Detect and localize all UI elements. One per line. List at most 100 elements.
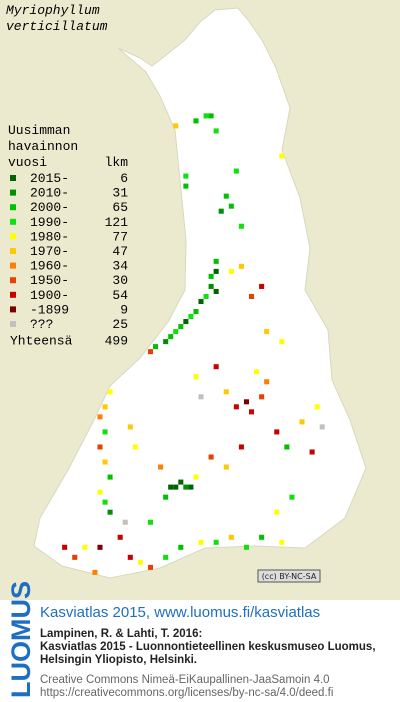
legend-count: 31 — [112, 186, 128, 201]
observation-square — [213, 128, 219, 134]
legend-count: 77 — [112, 229, 128, 244]
observation-square — [173, 123, 179, 129]
observation-square — [213, 364, 219, 370]
legend-count: 34 — [112, 259, 128, 274]
observation-square — [233, 404, 239, 410]
license: https://creativecommons.org/licenses/by-… — [40, 687, 333, 699]
observation-square — [264, 379, 270, 385]
legend-swatch — [10, 218, 16, 225]
observation-square — [193, 308, 199, 315]
observation-square — [299, 419, 305, 425]
observation-square — [213, 268, 219, 274]
observation-square — [193, 374, 199, 380]
observation-square — [107, 474, 113, 480]
observation-square — [127, 554, 133, 560]
observation-square — [213, 539, 219, 545]
observation-square — [264, 329, 270, 335]
observation-square — [198, 539, 204, 545]
observation-square — [117, 534, 123, 540]
observation-square — [122, 519, 128, 525]
observation-square — [238, 263, 244, 269]
badge-text: (cc) BY-NC-SA — [262, 572, 317, 581]
observation-square — [284, 444, 290, 450]
legend-label: 2000- — [30, 200, 69, 215]
observation-square — [183, 173, 189, 179]
observation-square — [233, 168, 239, 174]
observation-square — [102, 404, 108, 410]
legend-total: 499 — [105, 334, 128, 349]
observation-square — [259, 283, 265, 289]
observation-square — [319, 424, 325, 430]
observation-square — [198, 394, 204, 400]
headline: Kasviatlas 2015, www.luomus.fi/kasviatla… — [40, 604, 320, 621]
observation-square — [274, 429, 280, 435]
observation-square — [72, 554, 78, 560]
observation-square — [62, 544, 68, 550]
observation-square — [228, 203, 234, 209]
observation-square — [158, 464, 164, 470]
legend-title: Uusimman — [8, 123, 70, 138]
observation-square — [168, 334, 174, 340]
observation-square — [168, 484, 174, 490]
legend-swatch — [10, 277, 16, 284]
observation-square — [102, 499, 108, 505]
observation-square — [188, 484, 194, 490]
observation-squares — [62, 113, 325, 575]
license-badge: (cc) BY-NC-SA — [257, 569, 321, 583]
observation-square — [243, 399, 249, 405]
legend-swatch — [10, 291, 16, 298]
legend-swatch — [10, 175, 16, 181]
legend-count-header: lkm — [105, 155, 129, 170]
map-title: Myriophyllum — [6, 3, 100, 18]
logo: LUOMUS — [6, 581, 36, 698]
legend-count: 30 — [112, 273, 128, 288]
observation-square — [153, 344, 159, 350]
observation-square — [309, 449, 315, 455]
legend-swatch — [10, 248, 16, 254]
observation-square — [82, 544, 88, 550]
legend-title: havainnon — [8, 139, 78, 154]
observation-square — [107, 389, 113, 395]
observation-square — [238, 223, 244, 229]
observation-square — [137, 559, 143, 565]
observation-square — [259, 534, 265, 540]
observation-square — [223, 464, 229, 470]
legend-label: 1900- — [30, 288, 69, 303]
legend-count: 25 — [112, 317, 128, 332]
legend-count: 65 — [112, 200, 128, 215]
legend-total-label: Yhteensä — [10, 334, 73, 349]
observation-square — [208, 273, 214, 279]
legend-label: 1950- — [30, 273, 69, 288]
observation-square — [107, 509, 113, 515]
observation-square — [183, 484, 189, 490]
observation-square — [183, 183, 189, 189]
observation-square — [97, 544, 103, 550]
badge-frame — [257, 569, 321, 583]
legend-label: ??? — [30, 317, 53, 332]
observation-square — [254, 369, 260, 375]
observation-square — [97, 489, 103, 495]
observation-square — [218, 208, 224, 214]
observation-square — [147, 349, 154, 355]
observation-square — [163, 339, 169, 345]
legend-title: vuosi — [8, 155, 47, 170]
legend-swatch — [10, 306, 16, 313]
legend-count: 9 — [120, 302, 128, 317]
observation-square — [203, 293, 209, 299]
legend-label: 1990- — [30, 215, 69, 230]
observation-square — [223, 389, 229, 395]
citation: Lampinen, R. & Lahti, T. 2016: — [40, 628, 202, 640]
legend-swatch — [10, 204, 16, 211]
citation: Kasviatlas 2015 - Luonnontieteellinen ke… — [40, 641, 376, 653]
observation-square — [223, 193, 229, 199]
observation-square — [178, 479, 184, 485]
observation-square — [163, 494, 169, 500]
legend-label: 2010- — [30, 186, 69, 201]
observation-square — [228, 268, 234, 274]
legend: Uusimman havainnon vuosi lkm 2015- 6 2010-… — [8, 123, 128, 349]
observation-square — [213, 258, 219, 264]
observation-square — [178, 324, 184, 330]
observation-square — [289, 494, 295, 500]
observation-square — [208, 454, 214, 460]
